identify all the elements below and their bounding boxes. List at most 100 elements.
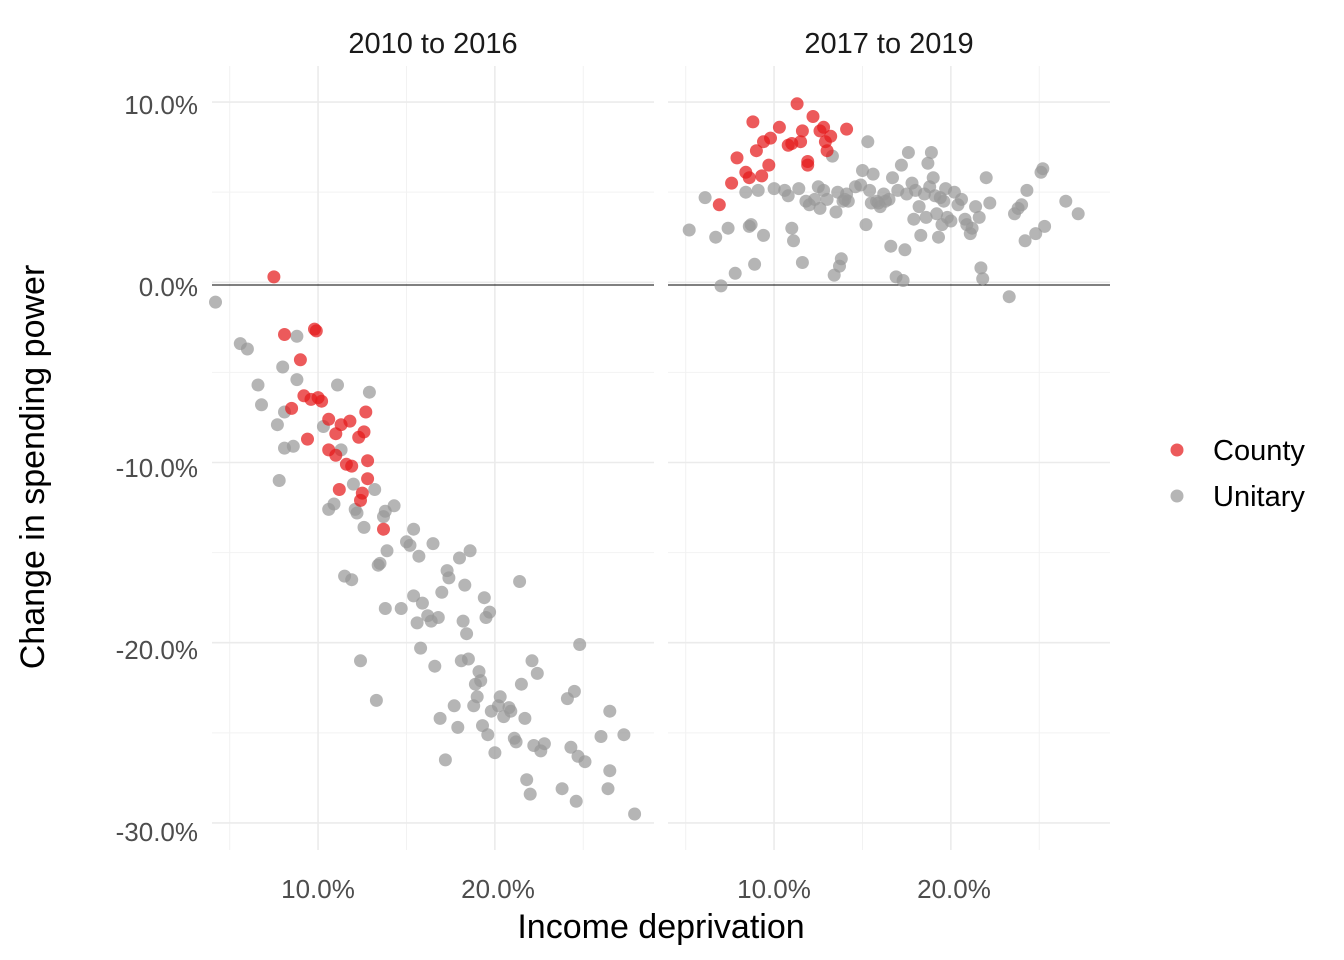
unitary-point bbox=[368, 483, 382, 496]
legend-key-county bbox=[1170, 443, 1184, 457]
unitary-point bbox=[932, 230, 945, 244]
unitary-point bbox=[458, 578, 472, 592]
unitary-point bbox=[861, 135, 875, 149]
unitary-point bbox=[886, 171, 899, 185]
county-point bbox=[345, 459, 359, 473]
unitary-point bbox=[530, 666, 544, 680]
unitary-point bbox=[378, 602, 392, 615]
unitary-point bbox=[682, 223, 696, 237]
unitary-point bbox=[863, 183, 877, 197]
unitary-point bbox=[537, 737, 551, 751]
unitary-point bbox=[924, 146, 938, 159]
unitary-point bbox=[456, 614, 470, 628]
unitary-point bbox=[394, 602, 408, 615]
unitary-point bbox=[926, 171, 940, 185]
unitary-point bbox=[354, 654, 367, 668]
legend-label-county: County bbox=[1213, 435, 1305, 467]
unitary-point bbox=[369, 693, 383, 707]
county-point bbox=[301, 432, 314, 446]
unitary-point bbox=[567, 684, 581, 698]
unitary-point bbox=[709, 230, 723, 244]
unitary-point bbox=[290, 373, 304, 387]
unitary-point bbox=[907, 212, 921, 226]
unitary-point bbox=[594, 730, 608, 743]
unitary-point bbox=[447, 699, 461, 713]
unitary-point bbox=[481, 728, 495, 742]
unitary-point bbox=[426, 537, 440, 551]
unitary-point bbox=[757, 228, 770, 242]
unitary-point bbox=[270, 418, 284, 432]
unitary-point bbox=[463, 544, 477, 558]
county-point bbox=[285, 401, 299, 415]
legend: County Unitary bbox=[1170, 435, 1305, 513]
county-point bbox=[820, 144, 834, 158]
legend-label-unitary: Unitary bbox=[1213, 481, 1305, 513]
unitary-point bbox=[787, 234, 800, 248]
unitary-point bbox=[955, 192, 968, 206]
county-point bbox=[712, 198, 726, 212]
unitary-point bbox=[290, 329, 304, 343]
unitary-point bbox=[912, 200, 926, 214]
unitary-point bbox=[972, 210, 986, 224]
unitary-point bbox=[698, 191, 712, 205]
county-point bbox=[742, 171, 756, 185]
unitary-point bbox=[841, 194, 855, 208]
unitary-point bbox=[751, 183, 765, 197]
unitary-point bbox=[813, 201, 827, 215]
unitary-point bbox=[412, 549, 426, 563]
county-point bbox=[332, 483, 346, 496]
y-tick-label: -10.0% bbox=[116, 453, 198, 483]
panel-title: 2010 to 2016 bbox=[348, 28, 517, 60]
unitary-point bbox=[474, 674, 488, 688]
county-point bbox=[359, 405, 373, 419]
unitary-point bbox=[1059, 194, 1073, 208]
unitary-point bbox=[460, 627, 474, 641]
county-point bbox=[278, 328, 291, 341]
unitary-point bbox=[601, 782, 615, 796]
unitary-point bbox=[564, 740, 578, 754]
county-point bbox=[343, 414, 357, 428]
county-point bbox=[322, 412, 336, 426]
unitary-point bbox=[483, 605, 497, 619]
unitary-point bbox=[714, 279, 728, 293]
unitary-point bbox=[829, 205, 843, 219]
unitary-point bbox=[403, 538, 417, 552]
county-point bbox=[790, 97, 804, 111]
unitary-point bbox=[578, 755, 592, 769]
unitary-point bbox=[513, 575, 527, 588]
county-point bbox=[840, 122, 854, 136]
unitary-point bbox=[346, 477, 360, 491]
unitary-point bbox=[433, 711, 447, 725]
unitary-point bbox=[901, 146, 915, 159]
unitary-point bbox=[919, 210, 933, 224]
unitary-point bbox=[1038, 219, 1052, 233]
unitary-point bbox=[896, 274, 910, 287]
unitary-point bbox=[969, 200, 983, 214]
unitary-point bbox=[617, 728, 631, 742]
county-point bbox=[377, 522, 390, 536]
unitary-point bbox=[965, 221, 979, 235]
unitary-point bbox=[792, 182, 806, 196]
unitary-point bbox=[518, 711, 532, 725]
unitary-point bbox=[362, 385, 376, 399]
county-point bbox=[357, 425, 371, 439]
unitary-point bbox=[820, 192, 834, 206]
unitary-point bbox=[1036, 162, 1050, 176]
unitary-point bbox=[1015, 198, 1029, 212]
panel-2010-2016: 2010 to 2016 10.0% 20.0% bbox=[209, 28, 654, 904]
unitary-point bbox=[555, 782, 569, 796]
unitary-point bbox=[357, 520, 371, 534]
x-tick-label: 10.0% bbox=[281, 874, 355, 904]
unitary-point bbox=[856, 164, 869, 177]
unitary-point bbox=[407, 589, 421, 603]
county-point bbox=[309, 324, 323, 338]
county-point bbox=[725, 176, 739, 190]
county-point bbox=[794, 135, 808, 149]
county-point bbox=[764, 131, 777, 145]
unitary-point bbox=[470, 690, 484, 704]
unitary-point bbox=[983, 196, 997, 210]
unitary-point bbox=[442, 571, 456, 585]
unitary-point bbox=[930, 207, 944, 221]
unitary-point bbox=[569, 794, 583, 808]
